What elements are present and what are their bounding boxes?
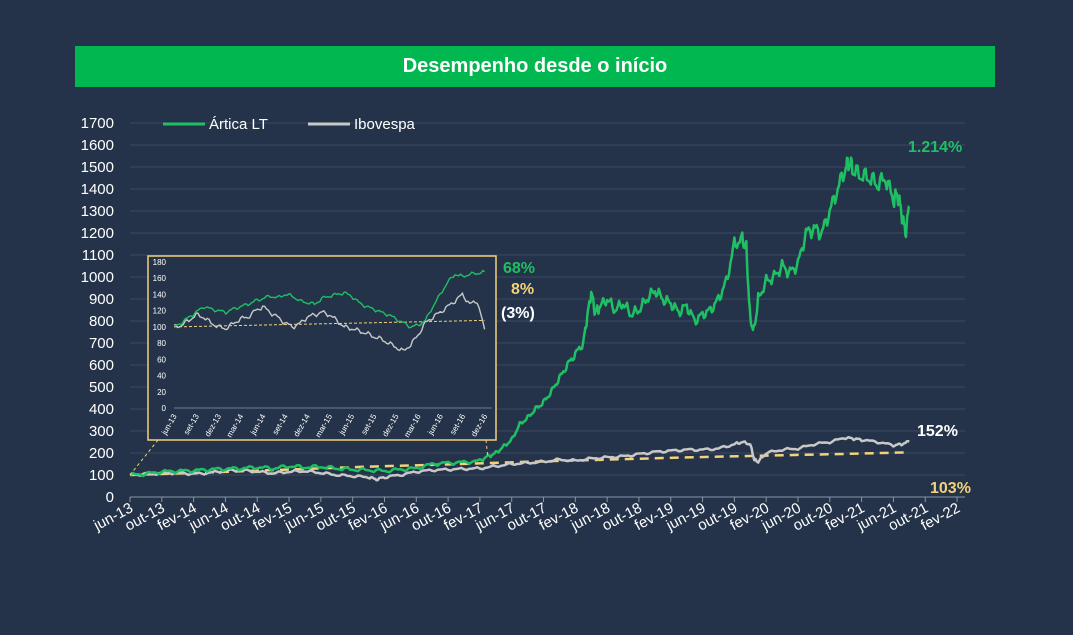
end-label: 103% bbox=[930, 480, 971, 497]
inset-end-label: 68% bbox=[503, 260, 535, 277]
y-tick-label: 1300 bbox=[81, 203, 114, 220]
inset-series-line-benchmark bbox=[173, 319, 485, 328]
chart-title: Desempenho desde o início bbox=[402, 55, 668, 77]
y-tick-label: 1500 bbox=[81, 159, 114, 176]
inset-y-tick-label: 80 bbox=[157, 339, 166, 348]
inset-y-tick-label: 60 bbox=[157, 355, 166, 364]
y-tick-label: 0 bbox=[106, 489, 114, 506]
y-tick-label: 800 bbox=[89, 313, 114, 330]
end-labels: 1.214% 152% 103% bbox=[908, 139, 971, 497]
inset-y-tick-label: 100 bbox=[153, 323, 167, 332]
y-tick-label: 1400 bbox=[81, 181, 114, 198]
legend: Ártica LT Ibovespa bbox=[163, 116, 416, 133]
inset-y-tick-label: 20 bbox=[157, 388, 166, 397]
series-line-artica bbox=[129, 156, 910, 478]
inset-y-tick-label: 0 bbox=[162, 404, 167, 413]
inset-connector bbox=[129, 439, 159, 476]
inset-end-label: 8% bbox=[511, 281, 534, 298]
y-tick-label: 100 bbox=[89, 467, 114, 484]
inset-y-tick-label: 40 bbox=[157, 372, 166, 381]
y-tick-label: 1600 bbox=[81, 137, 114, 154]
y-tick-label: 400 bbox=[89, 401, 114, 418]
y-tick-label: 300 bbox=[89, 423, 114, 440]
legend-label: Ártica LT bbox=[209, 116, 268, 133]
inset-series-line-artica bbox=[174, 269, 485, 329]
y-tick-label: 1200 bbox=[81, 225, 114, 242]
y-tick-label: 200 bbox=[89, 445, 114, 462]
inset-y-tick-label: 180 bbox=[153, 258, 167, 267]
inset-series-line-ibovespa bbox=[173, 291, 486, 352]
y-tick-label: 1100 bbox=[82, 247, 114, 264]
y-axis: 0 100 200 300 400 500 600 700 800 900 1000 1100 1200… bbox=[81, 115, 114, 506]
inset-y-tick-label: 160 bbox=[153, 274, 167, 283]
title-bar: Desempenho desde o início bbox=[75, 46, 995, 87]
inset-end-label: (3%) bbox=[501, 305, 535, 322]
inset-frame bbox=[147, 255, 497, 441]
y-tick-label: 700 bbox=[89, 335, 114, 352]
end-label: 152% bbox=[917, 423, 958, 440]
y-tick-label: 600 bbox=[89, 357, 114, 374]
end-label: 1.214% bbox=[908, 139, 962, 156]
y-tick-label: 1700 bbox=[81, 115, 114, 132]
series-line-ibovespa bbox=[129, 435, 910, 482]
x-axis: jun-13out-13fev-14jun-14out-14fev-15jun-… bbox=[90, 497, 963, 535]
series-layer bbox=[129, 156, 910, 482]
inset-y-tick-label: 120 bbox=[153, 307, 167, 316]
y-tick-label: 1000 bbox=[81, 269, 114, 286]
inset-y-tick-label: 140 bbox=[153, 290, 167, 299]
inset-connector bbox=[485, 439, 489, 458]
y-tick-label: 900 bbox=[89, 291, 114, 308]
legend-label: Ibovespa bbox=[354, 116, 416, 133]
y-tick-label: 500 bbox=[89, 379, 114, 396]
